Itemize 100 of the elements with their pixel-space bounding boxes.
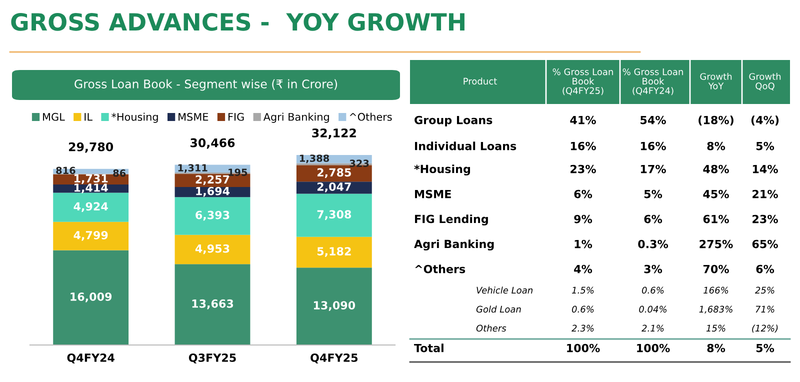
text: 100% xyxy=(567,344,600,352)
text: 16% xyxy=(570,142,596,150)
text: 0.3% xyxy=(638,240,668,248)
text: 6% xyxy=(574,190,592,198)
text: (18%) xyxy=(698,116,734,126)
total-label: 29,780 xyxy=(68,142,114,153)
text: 5% xyxy=(644,190,662,198)
data-label: 4,799 xyxy=(74,230,108,241)
text: 0.6% xyxy=(572,306,594,313)
text: Growth QoQ xyxy=(749,72,781,90)
text: 0.04% xyxy=(639,306,667,313)
text: 166% xyxy=(704,286,728,294)
text: Product xyxy=(464,78,497,85)
data-label: 2,047 xyxy=(317,182,351,192)
data-label: 2,785 xyxy=(317,168,351,178)
data-label: 1,414 xyxy=(74,184,108,194)
text: *Housing xyxy=(414,164,470,176)
data-label: 2,257 xyxy=(196,175,230,186)
text: 2.1% xyxy=(642,324,664,332)
text: 23% xyxy=(570,164,596,174)
x-tick-label: Q3FY25 xyxy=(188,354,236,364)
text: Group Loans xyxy=(414,116,492,126)
total-label: 30,466 xyxy=(190,138,235,149)
bar xyxy=(53,222,129,250)
text: Total xyxy=(414,344,444,352)
text: 6% xyxy=(644,214,662,224)
data-label: 1,731 xyxy=(74,174,108,184)
text: 23% xyxy=(752,214,778,224)
total-label: 32,122 xyxy=(312,128,356,139)
text: 275% xyxy=(700,240,733,248)
text: Agri Banking xyxy=(414,240,494,250)
data-label: 6,393 xyxy=(196,210,230,221)
text: 45% xyxy=(703,190,729,198)
text: ^Others xyxy=(415,264,466,274)
data-label: 1,694 xyxy=(196,186,230,197)
text: 17% xyxy=(640,164,666,174)
data-label: 816 xyxy=(56,166,76,174)
text: Others xyxy=(476,324,506,332)
text: Individual Loans xyxy=(415,142,516,150)
text: 5% xyxy=(756,344,774,352)
text: Vehicle Loan xyxy=(476,286,533,294)
data-label: 5,182 xyxy=(317,247,351,257)
text: 2.3% xyxy=(572,324,594,332)
text: 16% xyxy=(640,142,666,150)
bar xyxy=(174,264,250,345)
text: 8% xyxy=(707,344,726,352)
legend-label: *Housing xyxy=(112,112,158,123)
x-tick-label: Q4FY25 xyxy=(310,354,358,364)
text: 0.6% xyxy=(642,286,664,294)
data-label: 7,308 xyxy=(317,210,352,220)
data-label: 13,090 xyxy=(314,301,356,311)
data-label: 13,663 xyxy=(192,299,234,310)
text: (4%) xyxy=(751,116,779,126)
text: 1,683% xyxy=(699,306,732,314)
legend-label: MGL xyxy=(43,112,65,121)
x-tick-label: Q4FY24 xyxy=(67,354,114,364)
text: 48% xyxy=(703,164,729,174)
text: 1% xyxy=(574,240,592,248)
text: 15% xyxy=(706,324,726,332)
text: 9% xyxy=(574,214,592,224)
data-label: 1,388 xyxy=(300,154,330,164)
text: 25% xyxy=(755,286,774,294)
text: 70% xyxy=(703,264,729,274)
bar xyxy=(296,236,372,268)
text: Gold Loan xyxy=(476,306,521,313)
legend-label: FIG xyxy=(228,112,244,121)
data-label: 4,924 xyxy=(74,202,108,212)
chart-title: GROSS ADVANCES - YOY GROWTH xyxy=(11,12,464,31)
text: Growth YoY xyxy=(700,72,732,90)
text: FIG Lending xyxy=(415,214,488,226)
data-label: 4,953 xyxy=(195,244,230,254)
data-label: 1,311 xyxy=(178,164,208,173)
text: 65% xyxy=(752,240,778,248)
text: 61% xyxy=(703,214,729,224)
text: 6% xyxy=(756,264,774,274)
text: 100% xyxy=(637,344,670,352)
bar xyxy=(296,268,372,345)
bar xyxy=(53,192,129,222)
text: 41% xyxy=(570,116,596,124)
text: 54% xyxy=(640,116,666,124)
legend-label: ^Others xyxy=(350,112,392,121)
bar xyxy=(174,197,250,235)
legend-label: Agri Banking xyxy=(263,112,329,123)
bar xyxy=(53,250,129,345)
bar xyxy=(296,194,372,237)
text: 14% xyxy=(752,164,778,174)
text: 5% xyxy=(756,142,774,150)
text: 1.5% xyxy=(572,286,594,294)
text: 3% xyxy=(644,264,662,274)
text: 21% xyxy=(752,190,778,198)
text: 8% xyxy=(707,142,726,150)
text: % Gross Loan Book (Q4FY25) xyxy=(552,68,613,96)
text: MSME xyxy=(415,190,451,198)
chart-subtitle: Gross Loan Book - Segment wise (₹ in Crore) xyxy=(74,79,338,91)
text: 71% xyxy=(756,306,774,313)
data-label: 16,009 xyxy=(70,292,112,302)
text: 4% xyxy=(574,264,592,274)
legend-label: MSME xyxy=(178,112,208,121)
text: % Gross Loan Book (Q4FY24) xyxy=(622,68,683,96)
legend-label: IL xyxy=(84,113,92,121)
